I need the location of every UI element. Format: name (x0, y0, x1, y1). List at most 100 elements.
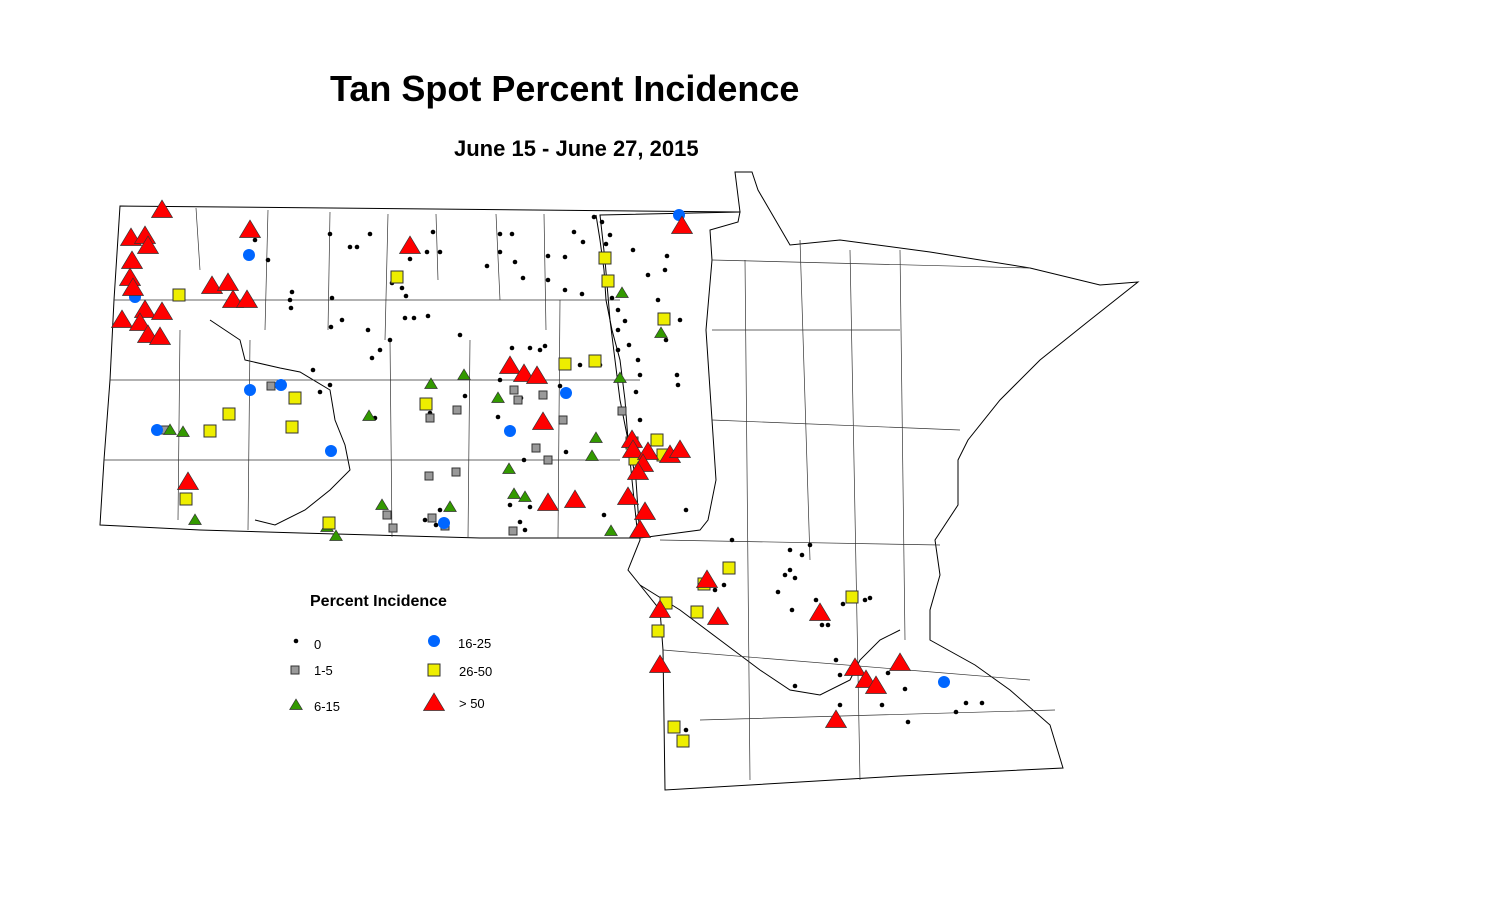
site-marker-gt50 (668, 439, 692, 458)
site-marker-0 (662, 267, 668, 273)
site-marker-26-50 (203, 424, 217, 438)
site-marker-0 (328, 324, 334, 330)
site-marker-0 (563, 449, 569, 455)
site-marker-26-50 (390, 270, 404, 284)
site-marker-1-5 (543, 455, 553, 465)
site-marker-0 (425, 313, 431, 319)
site-marker-gt50 (616, 486, 640, 505)
site-marker-0 (782, 572, 788, 578)
site-marker-0 (507, 502, 513, 508)
site-marker-1-5 (531, 443, 541, 453)
site-marker-0 (603, 241, 609, 247)
site-marker-gt50 (864, 675, 888, 694)
site-marker-0 (484, 263, 490, 269)
site-marker-0 (265, 257, 271, 263)
legend-label-16-25: 16-25 (458, 636, 492, 651)
minnesota-river (639, 584, 901, 696)
site-marker-gt50 (216, 272, 240, 291)
site-marker-16-25 (438, 517, 450, 529)
site-marker-0 (637, 372, 643, 378)
site-marker-6-15 (507, 487, 521, 499)
site-marker-0 (497, 377, 503, 383)
legend-symbol-26-50 (427, 663, 441, 677)
site-marker-0 (424, 249, 430, 255)
site-marker-gt50 (148, 326, 172, 345)
site-marker-16-25 (325, 445, 337, 457)
site-marker-6-15 (362, 409, 376, 421)
site-marker-gt50 (648, 654, 672, 673)
site-marker-0 (537, 347, 543, 353)
site-marker-0 (377, 347, 383, 353)
site-marker-0 (433, 522, 439, 528)
site-marker-0 (407, 256, 413, 262)
legend-symbol-0 (293, 638, 299, 644)
site-marker-gt50 (235, 289, 259, 308)
site-marker-0 (509, 345, 515, 351)
site-marker-gt50 (398, 235, 422, 254)
site-marker-0 (517, 519, 523, 525)
site-marker-1-5 (266, 381, 276, 391)
minnesota-outline (599, 171, 1140, 791)
legend-symbol-16-25 (428, 635, 440, 647)
site-marker-gt50 (221, 289, 245, 308)
site-marker-0 (615, 327, 621, 333)
site-marker-0 (837, 672, 843, 678)
site-marker-0 (289, 289, 295, 295)
site-marker-0 (792, 575, 798, 581)
site-marker-gt50 (808, 602, 832, 621)
site-marker-0 (601, 512, 607, 518)
site-marker-0 (580, 239, 586, 245)
site-marker-0 (422, 517, 428, 523)
site-marker-0 (430, 229, 436, 235)
site-marker-1-5 (451, 467, 461, 477)
site-marker-26-50 (651, 624, 665, 638)
site-marker-0 (403, 293, 409, 299)
site-marker-gt50 (200, 275, 224, 294)
site-marker-26-50 (601, 274, 615, 288)
site-marker-gt50 (176, 471, 200, 490)
site-marker-26-50 (419, 397, 433, 411)
site-marker-0 (288, 305, 294, 311)
site-marker-26-50 (222, 407, 236, 421)
site-marker-0 (807, 542, 813, 548)
site-marker-0 (354, 244, 360, 250)
site-marker-0 (787, 567, 793, 573)
site-marker-0 (683, 727, 689, 733)
site-marker-0 (729, 537, 735, 543)
site-marker-26-50 (657, 312, 671, 326)
site-marker-6-15 (188, 513, 202, 525)
site-marker-gt50 (121, 277, 145, 296)
site-marker-0 (387, 337, 393, 343)
site-marker-0 (664, 253, 670, 259)
site-marker-26-50 (845, 590, 859, 604)
site-marker-gt50 (150, 301, 174, 320)
site-marker-0 (329, 295, 335, 301)
site-marker-1-5 (558, 415, 568, 425)
site-marker-6-15 (375, 498, 389, 510)
legend-symbol-gt50 (422, 692, 446, 711)
site-marker-0 (609, 295, 615, 301)
site-marker-0 (571, 229, 577, 235)
site-marker-6-15 (457, 368, 471, 380)
site-marker-0 (799, 552, 805, 558)
site-marker-0 (369, 355, 375, 361)
site-marker-0 (411, 315, 417, 321)
site-marker-gt50 (120, 250, 144, 269)
site-marker-1-5 (508, 526, 518, 536)
site-marker-0 (663, 337, 669, 343)
site-marker-0 (963, 700, 969, 706)
site-marker-0 (655, 297, 661, 303)
site-marker-0 (399, 285, 405, 291)
site-marker-6-15 (424, 377, 438, 389)
site-marker-0 (437, 507, 443, 513)
site-marker-0 (562, 254, 568, 260)
site-marker-1-5 (538, 390, 548, 400)
site-marker-0 (497, 231, 503, 237)
site-marker-0 (787, 547, 793, 553)
site-marker-0 (327, 231, 333, 237)
legend-label-1-5: 1-5 (314, 663, 333, 678)
site-marker-gt50 (133, 299, 157, 318)
site-marker-gt50 (621, 439, 645, 458)
site-marker-26-50 (322, 516, 336, 530)
